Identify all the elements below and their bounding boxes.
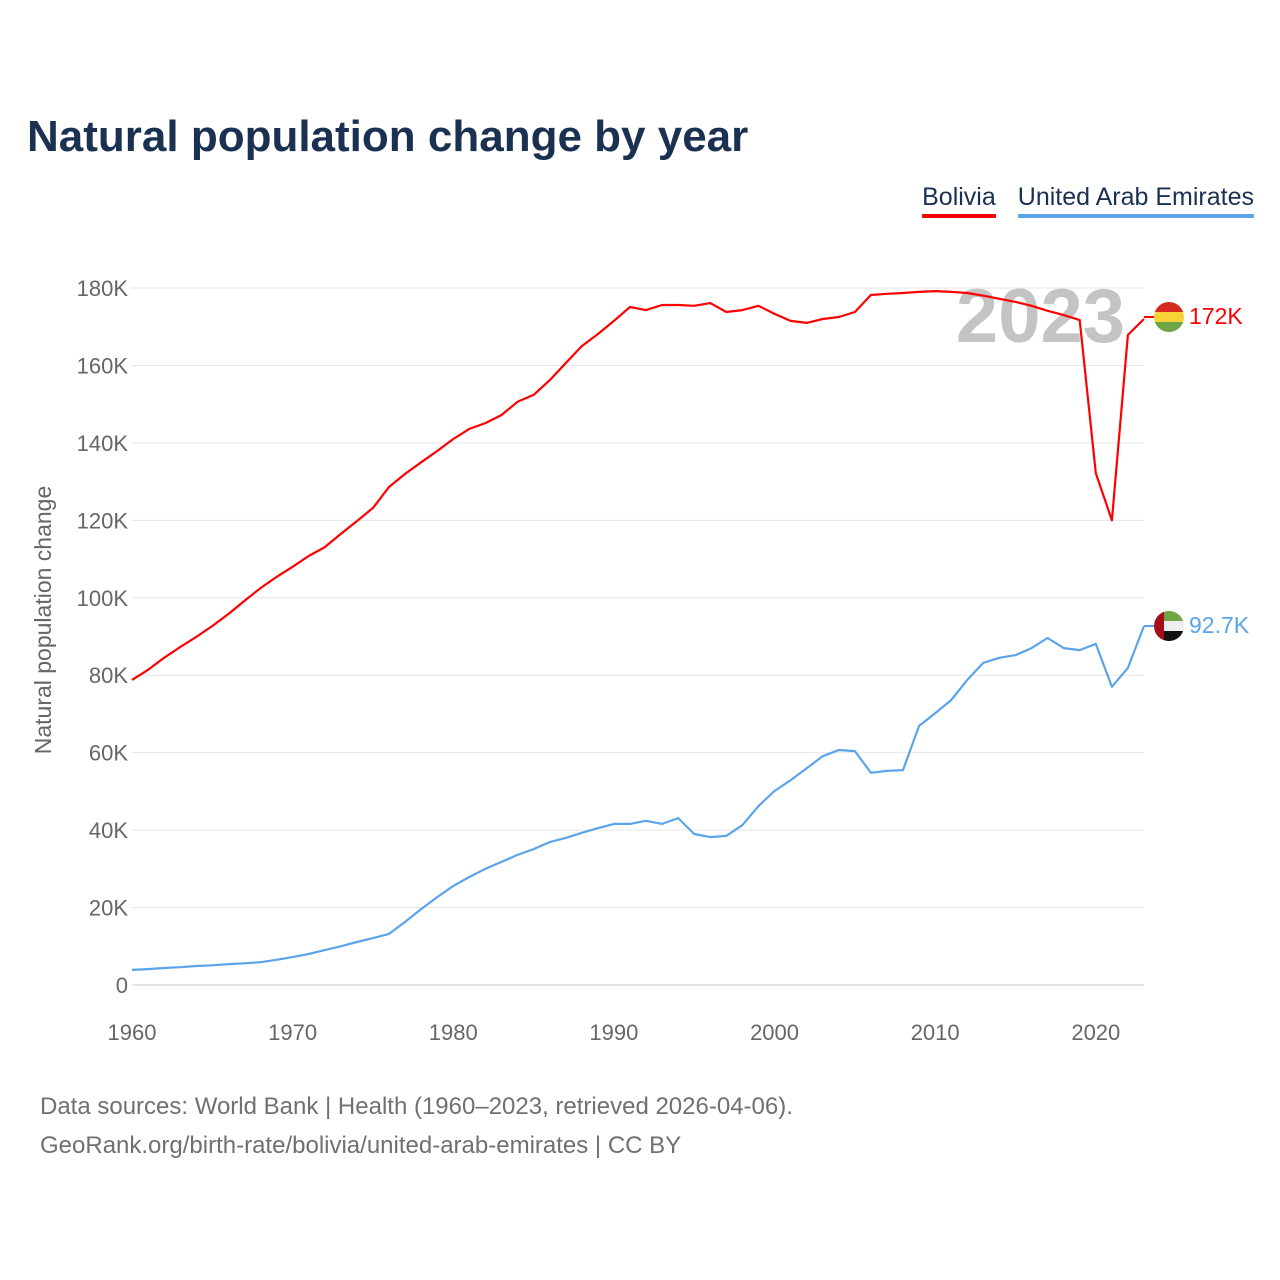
y-tick-label: 20K bbox=[89, 896, 128, 921]
y-tick-label: 40K bbox=[89, 818, 128, 843]
chart-title: Natural population change by year bbox=[27, 112, 749, 161]
x-tick-label: 1990 bbox=[589, 1020, 638, 1045]
series-line-bolivia bbox=[131, 290, 1145, 681]
series-line-uae bbox=[131, 625, 1146, 971]
uae-end-label: 92.7K bbox=[1189, 612, 1250, 638]
y-tick-label: 0 bbox=[116, 973, 128, 998]
y-tick-label: 120K bbox=[77, 508, 129, 533]
x-tick-label: 2020 bbox=[1071, 1020, 1120, 1045]
x-tick-label: 1970 bbox=[268, 1020, 317, 1045]
data-source: Data sources: World Bank | Health (1960–… bbox=[40, 1093, 793, 1120]
y-tick-label: 140K bbox=[77, 431, 129, 456]
legend-uae[interactable]: United Arab Emirates bbox=[1017, 183, 1254, 218]
x-tick-label: 2000 bbox=[750, 1020, 799, 1045]
x-tick-label: 1960 bbox=[108, 1020, 157, 1045]
y-tick-label: 100K bbox=[77, 586, 129, 611]
legend-bolivia[interactable]: Bolivia bbox=[922, 183, 996, 218]
x-tick-label: 2010 bbox=[911, 1020, 960, 1045]
uae-flag-icon bbox=[1154, 611, 1184, 641]
source-link[interactable]: GeoRank.org/birth-rate/bolivia/united-ar… bbox=[40, 1132, 682, 1159]
legend: Bolivia United Arab Emirates bbox=[922, 183, 1254, 218]
y-axis-label: Natural population change bbox=[30, 486, 56, 755]
x-tick-label: 1980 bbox=[429, 1020, 478, 1045]
y-tick-label: 60K bbox=[89, 741, 128, 766]
y-tick-label: 180K bbox=[77, 276, 129, 301]
bolivia-end-label: 172K bbox=[1189, 303, 1243, 329]
y-tick-label: 160K bbox=[77, 353, 129, 378]
bolivia-flag-icon bbox=[1154, 302, 1184, 332]
year-watermark: 2023 bbox=[956, 274, 1125, 359]
y-tick-label: 80K bbox=[89, 663, 128, 688]
footer: Data sources: World Bank | Health (1960–… bbox=[40, 1087, 793, 1165]
